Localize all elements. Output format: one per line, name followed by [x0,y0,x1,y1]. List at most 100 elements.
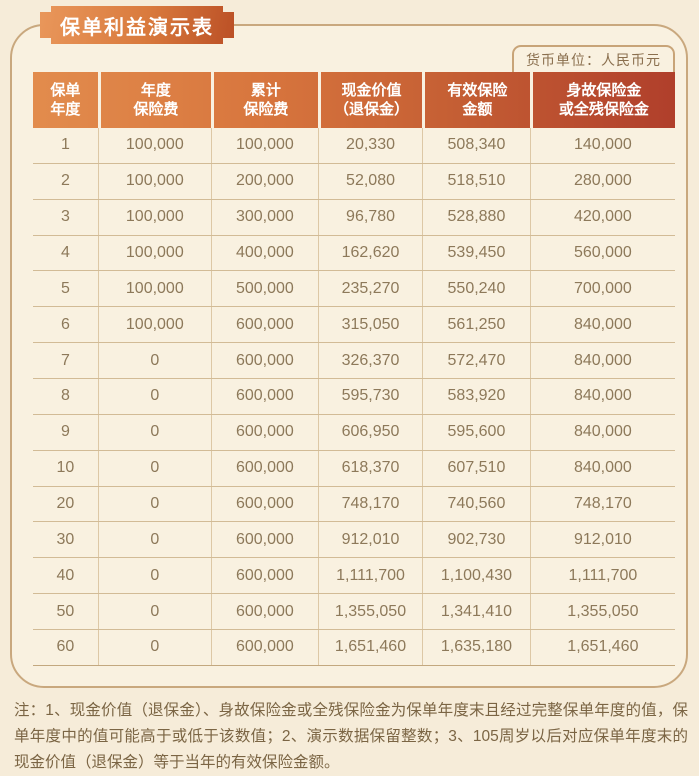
table-cell: 600,000 [210,522,318,558]
table-cell: 600,000 [210,558,318,594]
table-cell: 326,370 [318,343,422,379]
table-cell: 100,000 [210,128,318,163]
table-row: 20 0 600,000 748,170 740,560 748,170 [33,486,675,523]
table-cell: 748,170 [318,486,422,522]
table-cell: 280,000 [529,163,675,199]
column-header-line2: 保险费 [133,101,179,118]
table-cell: 700,000 [529,271,675,307]
table-cell: 912,010 [529,522,675,558]
table-cell: 740,560 [422,486,530,522]
table-cell: 518,510 [422,163,530,199]
table-cell: 539,450 [422,235,530,271]
footnote: 注：1、现金价值（退保金）、身故保险金或全残保险金为保单年度末且经过完整保单年度… [14,702,688,771]
table-row: 9 0 600,000 606,950 595,600 840,000 [33,414,675,451]
policy-year-cell: 9 [60,423,70,441]
table-cell: 420,000 [529,199,675,235]
table-row: 60 0 600,000 1,651,460 1,635,180 1,651,460 [33,630,675,666]
policy-year-cell: 2 [60,172,70,190]
table-row: 4 100,000 400,000 162,620 539,450 560,000 [33,235,675,272]
table-row: 5 100,000 500,000 235,270 550,240 700,000 [33,271,675,308]
column-header-line1: 现金价值 [341,82,402,99]
table-cell: 96,780 [318,199,422,235]
column-header-line1: 累计 [250,82,281,99]
table-cell: 528,880 [422,199,530,235]
policy-year-cell: 10 [56,459,75,477]
table-cell: 200,000 [210,163,318,199]
table-row: 40 0 600,000 1,111,700 1,100,430 1,111,700 [33,558,675,595]
table-cell: 508,340 [422,128,530,163]
policy-year-cell: 3 [60,208,70,226]
column-header-line1: 身故保险金 [566,82,642,99]
table-cell: 0 [97,630,211,665]
column-header-line2: 金额 [462,101,493,118]
table-cell: 912,010 [318,522,422,558]
table-cell: 1,635,180 [422,630,530,665]
table-cell: 0 [97,594,211,630]
table-cell: 1,341,410 [422,594,530,630]
table-cell: 162,620 [318,235,422,271]
table-cell: 583,920 [422,379,530,414]
policy-year-cell: 5 [60,279,70,297]
table-row: 1 100,000 100,000 20,330 508,340 140,000 [33,128,675,164]
table-row: 2 100,000 200,000 52,080 518,510 280,000 [33,163,675,200]
policy-year-cell: 50 [56,602,75,620]
table-cell: 600,000 [210,630,318,665]
column-header: 年度 保险费 [97,72,211,128]
table-cell: 600,000 [210,486,318,522]
policy-year-cell: 4 [60,244,70,261]
table-cell: 1,355,050 [318,594,422,630]
table-cell: 550,240 [422,271,530,307]
table-cell: 1,111,700 [318,558,422,594]
column-header: 有效保险 金额 [422,72,530,128]
table-cell: 100,000 [97,235,211,271]
policy-year-cell: 6 [60,315,70,333]
table-cell: 100,000 [97,128,211,163]
table-cell: 840,000 [529,414,675,450]
column-header: 累计 保险费 [210,72,318,128]
table-cell: 840,000 [529,307,675,343]
table-cell: 235,270 [318,271,422,307]
table-cell: 0 [97,486,211,522]
table-cell: 1,651,460 [529,630,675,665]
table-cell: 840,000 [529,343,675,379]
column-header-line1: 有效保险 [447,82,508,99]
table-cell: 100,000 [97,199,211,235]
policy-year-cell: 60 [56,638,75,656]
table-cell: 100,000 [97,163,211,199]
table-cell: 618,370 [318,450,422,486]
table-cell: 560,000 [529,235,675,271]
table-cell: 100,000 [97,307,211,343]
policy-year-cell: 40 [56,566,75,584]
page-title: 保单利益演示表 [60,16,214,39]
table-row: 8 0 600,000 595,730 583,920 840,000 [33,379,675,415]
table-cell: 1,355,050 [529,594,675,630]
table-cell: 561,250 [422,307,530,343]
table-cell: 572,470 [422,343,530,379]
table-cell: 52,080 [318,163,422,199]
table-cell: 607,510 [422,450,530,486]
table-cell: 600,000 [210,450,318,486]
table-cell: 1,651,460 [318,630,422,665]
table-header-row: 保单 年度 年度 保险费 累计 保险费 现金价值 （退保金） 有效保险 金额 身故保险金 或全残保险金 [33,72,675,128]
table-row: 7 0 600,000 326,370 572,470 840,000 [33,343,675,380]
table-cell: 600,000 [210,343,318,379]
column-header-line2: 保险费 [243,101,289,118]
table-cell: 840,000 [529,450,675,486]
table-cell: 300,000 [210,199,318,235]
table-cell: 400,000 [210,235,318,271]
table-cell: 0 [97,558,211,594]
table-cell: 902,730 [422,522,530,558]
table-cell: 140,000 [529,128,675,163]
table-row: 10 0 600,000 618,370 607,510 840,000 [33,450,675,487]
table-cell: 595,600 [422,414,530,450]
table-cell: 606,950 [318,414,422,450]
table-cell: 595,730 [318,379,422,414]
table-cell: 1,111,700 [529,558,675,594]
title-badge: 保单利益演示表 [40,6,234,44]
column-header-line1: 年度 [140,82,171,99]
table-cell: 0 [97,450,211,486]
table-cell: 600,000 [210,307,318,343]
policy-year-cell: 1 [60,136,70,154]
table-cell: 0 [97,343,211,379]
